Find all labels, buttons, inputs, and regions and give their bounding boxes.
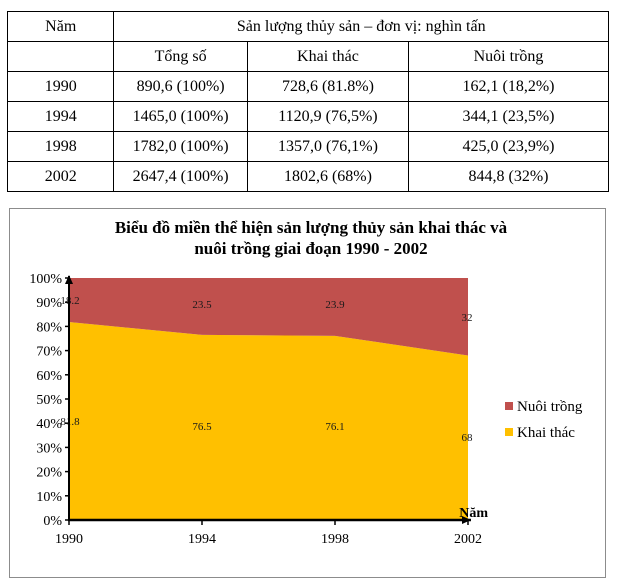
y-tick-label: 100%: [29, 272, 62, 287]
table-row: 1994 1465,0 (100%) 1120,9 (76,5%) 344,1 …: [6, 101, 609, 132]
area-khai-thác: [69, 322, 468, 520]
y-axis: 0% 10% 20% 30% 40% 50% 60% 70% 80% 90% 100%: [29, 272, 73, 529]
legend-label: Nuôi trồng: [517, 399, 583, 415]
area-nuôi-trồng: [69, 278, 468, 356]
data-label: 76.5: [192, 421, 212, 433]
x-axis: 1990 1994 1998 2002 Năm: [55, 506, 488, 547]
legend-swatch-icon: [505, 402, 513, 410]
legend: Nuôi trồng Khai thác: [505, 399, 583, 441]
cell-year: 1990: [6, 71, 115, 102]
chart-title-line-2: nuôi trồng giai đoạn 1990 - 2002: [194, 239, 428, 258]
y-tick-label: 50%: [36, 393, 62, 408]
x-tick-label: 1998: [321, 532, 349, 547]
header-group: Sản lượng thủy sản – đơn vị: nghìn tấn: [113, 11, 609, 42]
y-tick-label: 70%: [36, 345, 62, 360]
chart-title-line-1: Biểu đồ miền thể hiện sản lượng thủy sản…: [114, 218, 508, 237]
cell-exploit: 1357,0 (76,1%): [246, 131, 410, 162]
legend-label: Khai thác: [517, 425, 575, 441]
legend-swatch-icon: [505, 428, 513, 436]
x-tick-label: 1990: [55, 532, 83, 547]
chart-areas: [69, 278, 468, 520]
y-tick-label: 30%: [36, 441, 62, 456]
y-tick-label: 90%: [36, 296, 62, 311]
cell-year: 2002: [6, 161, 115, 192]
data-label: 76.1: [325, 421, 344, 433]
data-label: 23.5: [192, 299, 212, 311]
x-tick-label: 1994: [188, 532, 216, 547]
data-label: 68: [462, 432, 474, 444]
y-tick-label: 0%: [43, 514, 62, 529]
cell-total: 1782,0 (100%): [113, 131, 248, 162]
table-header-row: Năm Sản lượng thủy sản – đơn vị: nghìn t…: [6, 11, 609, 42]
table-row: 2002 2647,4 (100%) 1802,6 (68%) 844,8 (3…: [6, 161, 609, 192]
table-row: 1990 890,6 (100%) 728,6 (81.8%) 162,1 (1…: [6, 71, 609, 102]
y-tick-label: 40%: [36, 417, 62, 432]
data-label: 23.9: [325, 299, 345, 311]
area-chart: 81.876.576.16818.223.523.932 0%10%20%30%…: [29, 272, 583, 547]
table-row: 1998 1782,0 (100%) 1357,0 (76,1%) 425,0 …: [6, 131, 609, 162]
cell-year: 1994: [6, 101, 115, 132]
cell-exploit: 728,6 (81.8%): [246, 71, 410, 102]
data-label: 32: [462, 312, 473, 324]
header-year: Năm: [6, 11, 115, 42]
chart-title: Biểu đồ miền thể hiện sản lượng thủy sản…: [0, 217, 622, 259]
y-tick-label: 80%: [36, 320, 62, 335]
data-table: Năm Sản lượng thủy sản – đơn vị: nghìn t…: [6, 11, 609, 192]
x-tick-label: 2002: [454, 532, 482, 547]
cell-total: 1465,0 (100%): [113, 101, 248, 132]
table-subheader-row: Tổng số Khai thác Nuôi trồng: [6, 41, 609, 72]
cell-exploit: 1802,6 (68%): [246, 161, 410, 192]
subheader-farm: Nuôi trồng: [408, 41, 609, 72]
y-tick-label: 60%: [36, 369, 62, 384]
data-label: 81.8: [60, 416, 80, 428]
y-tick-label: 20%: [36, 466, 62, 481]
cell-farm: 844,8 (32%): [408, 161, 609, 192]
cell-farm: 425,0 (23,9%): [408, 131, 609, 162]
y-axis-arrow-icon: [65, 275, 73, 284]
subheader-total: Tổng số: [113, 41, 248, 72]
cell-total: 2647,4 (100%): [113, 161, 248, 192]
x-axis-arrow-icon: [462, 516, 471, 524]
x-axis-title: Năm: [459, 506, 488, 521]
y-tick-label: 10%: [36, 490, 62, 505]
cell-farm: 162,1 (18,2%): [408, 71, 609, 102]
